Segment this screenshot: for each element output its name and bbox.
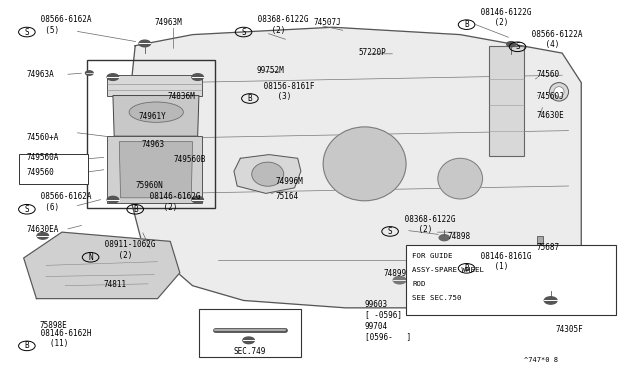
Text: S: S [515,42,520,51]
Text: 08566-6162A
  (6): 08566-6162A (6) [36,192,92,212]
Text: 99704
[0596-   ]: 99704 [0596- ] [365,322,411,341]
Text: 74836M: 74836M [167,92,195,101]
Circle shape [544,297,557,304]
Bar [537,236,543,269]
Text: 08566-6122A
    (4): 08566-6122A (4) [527,30,582,49]
Text: 75960N: 75960N [135,181,163,190]
Text: 75164: 75164 [275,192,298,201]
Polygon shape [106,136,202,203]
Text: 74961Y: 74961Y [138,112,166,121]
Circle shape [394,276,406,284]
Text: FOR GUIDE: FOR GUIDE [412,253,453,259]
Circle shape [243,337,254,344]
Text: ^747*0 8: ^747*0 8 [524,357,558,363]
Circle shape [139,40,150,47]
Polygon shape [106,75,202,96]
Text: N: N [88,253,93,262]
Text: 74630EA: 74630EA [27,225,60,234]
Text: 08146-8161G
    (1): 08146-8161G (1) [476,251,532,271]
Text: S: S [241,28,246,36]
Text: 08146-6162G
    (2): 08146-6162G (2) [145,192,200,212]
Polygon shape [122,27,581,308]
Bar [489,46,524,157]
Text: 99603
[ -0596]: 99603 [ -0596] [365,299,402,319]
Text: 08368-6122G
    (2): 08368-6122G (2) [399,215,455,234]
Polygon shape [113,96,199,136]
Text: 749560: 749560 [27,168,54,177]
Text: SEE SEC.750: SEE SEC.750 [412,295,462,301]
Bar [19,154,88,184]
Text: ROD: ROD [412,281,426,287]
Text: 75687: 75687 [537,243,560,253]
Text: S: S [388,227,392,236]
Bar [88,61,215,208]
Polygon shape [24,232,180,299]
Circle shape [86,71,93,75]
Text: B: B [248,94,252,103]
Text: 74899: 74899 [384,269,407,278]
Text: 08566-6162A
  (5): 08566-6162A (5) [36,15,92,35]
Ellipse shape [323,127,406,201]
Text: B: B [464,20,469,29]
Circle shape [192,196,204,203]
Text: B: B [464,264,469,273]
Text: 08156-8161F
    (3): 08156-8161F (3) [259,82,315,101]
Text: B: B [24,341,29,350]
Text: 74630E: 74630E [537,110,564,119]
Text: 74963A: 74963A [27,70,54,79]
Text: 08911-1062G
    (2): 08911-1062G (2) [100,240,156,260]
Text: B: B [133,205,138,214]
Text: 74996M: 74996M [275,177,303,186]
Circle shape [107,74,118,80]
Ellipse shape [252,162,284,186]
Circle shape [37,232,49,239]
Text: ASSY-SPARE WHEEL: ASSY-SPARE WHEEL [412,267,484,273]
Ellipse shape [554,87,564,97]
Circle shape [507,42,516,47]
Text: 08146-6162H
   (11): 08146-6162H (11) [36,329,92,349]
Ellipse shape [549,83,568,101]
Text: 749560B: 749560B [173,155,206,164]
Text: 74963: 74963 [141,140,164,149]
Text: 74305F: 74305F [556,325,584,334]
Bar [199,309,301,357]
Circle shape [192,74,204,80]
Text: 99752M: 99752M [256,66,284,75]
Ellipse shape [129,102,183,122]
Text: 74560J: 74560J [537,92,564,101]
Circle shape [107,196,118,203]
Text: 75898E: 75898E [40,321,67,330]
Text: 74560+A: 74560+A [27,133,60,142]
Text: S: S [24,28,29,36]
Ellipse shape [438,158,483,199]
Bar [406,245,616,315]
Text: 57220P: 57220P [358,48,386,57]
Text: S: S [24,205,29,214]
Text: 74811: 74811 [103,280,127,289]
Text: 74560: 74560 [537,70,560,79]
Text: 74507J: 74507J [314,18,341,27]
Text: 08146-6122G
    (2): 08146-6122G (2) [476,8,532,27]
Text: 08368-6122G
    (2): 08368-6122G (2) [253,15,308,35]
Text: 74898: 74898 [447,232,470,241]
Circle shape [439,235,449,241]
Text: SEC.749: SEC.749 [234,347,266,356]
Polygon shape [119,142,193,198]
Polygon shape [234,155,301,193]
Text: 749560A: 749560A [27,153,60,162]
Text: 74963M: 74963M [154,18,182,27]
